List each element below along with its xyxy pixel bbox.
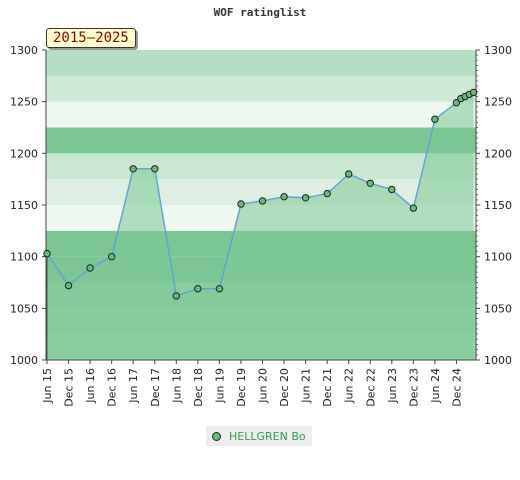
data-point [108, 253, 116, 261]
y-tick-label-right: 1250 [484, 96, 512, 109]
data-point [452, 99, 461, 107]
x-tick-label: Dec 15 [63, 368, 76, 407]
data-point [345, 170, 353, 178]
data-point [129, 165, 137, 173]
series-area [47, 92, 474, 361]
y-tick-label-left: 1200 [10, 147, 38, 160]
background-band [46, 153, 476, 180]
x-tick-label: Jun 16 [84, 368, 97, 404]
data-point [237, 200, 245, 208]
y-tick-label-left: 1000 [10, 354, 38, 367]
data-point [215, 285, 224, 293]
y-tick-label-left: 1300 [10, 44, 38, 57]
background-band [46, 101, 476, 128]
data-point [151, 165, 159, 173]
y-tick-label-right: 1200 [484, 147, 512, 160]
y-tick-label-left: 1100 [10, 251, 38, 264]
y-tick-label-right: 1150 [484, 199, 512, 212]
data-point [366, 179, 374, 188]
data-point [194, 285, 202, 293]
x-tick-label: Jun 17 [127, 368, 140, 404]
x-tick-label: Dec 19 [235, 368, 248, 407]
y-tick-label-left: 1250 [10, 96, 38, 109]
x-tick-label: Dec 18 [192, 368, 205, 407]
data-point [409, 204, 418, 212]
data-point [388, 185, 396, 194]
x-tick-label: Jun 20 [257, 368, 270, 404]
y-tick-label-right: 1000 [484, 354, 512, 367]
x-tick-label: Jun 15 [41, 368, 54, 404]
data-point [280, 193, 288, 201]
data-point [323, 189, 331, 198]
x-tick-label: Jun 21 [300, 368, 313, 404]
data-point [258, 197, 267, 205]
data-point [43, 249, 51, 258]
x-tick-label: Dec 20 [278, 368, 291, 407]
data-point [301, 194, 310, 202]
data-point [431, 115, 439, 123]
x-tick-label: Jun 22 [343, 368, 356, 404]
background-band [46, 127, 476, 154]
x-tick-label: Jun 19 [213, 368, 226, 404]
legend[interactable]: HELLGREN Bo [206, 426, 312, 446]
legend-label: HELLGREN Bo [229, 429, 306, 443]
y-tick-label-left: 1050 [10, 302, 38, 315]
x-tick-label: Dec 16 [106, 368, 119, 407]
data-point [86, 264, 94, 272]
x-tick-label: Jun 24 [429, 368, 442, 404]
y-tick-label-right: 1300 [484, 44, 512, 57]
data-point [172, 292, 181, 300]
y-tick-label-left: 1150 [10, 199, 38, 212]
x-tick-label: Dec 22 [364, 368, 377, 407]
chart-title: WOF ratinglist [213, 6, 307, 19]
background-band [46, 50, 476, 76]
x-tick-label: Jun 23 [386, 368, 399, 404]
data-point [469, 88, 478, 97]
x-tick-label: Dec 23 [407, 368, 420, 407]
x-tick-label: Dec 17 [149, 368, 162, 407]
y-tick-label-right: 1100 [484, 251, 512, 264]
x-tick-label: Dec 24 [450, 368, 463, 407]
data-point [64, 281, 73, 290]
x-tick-label: Jun 18 [170, 368, 183, 404]
y-tick-label-right: 1050 [484, 302, 512, 315]
background-band [46, 75, 476, 102]
legend-marker-icon [212, 431, 221, 441]
period-badge: 2015–2025 [46, 28, 136, 48]
x-tick-label: Dec 21 [321, 368, 334, 407]
